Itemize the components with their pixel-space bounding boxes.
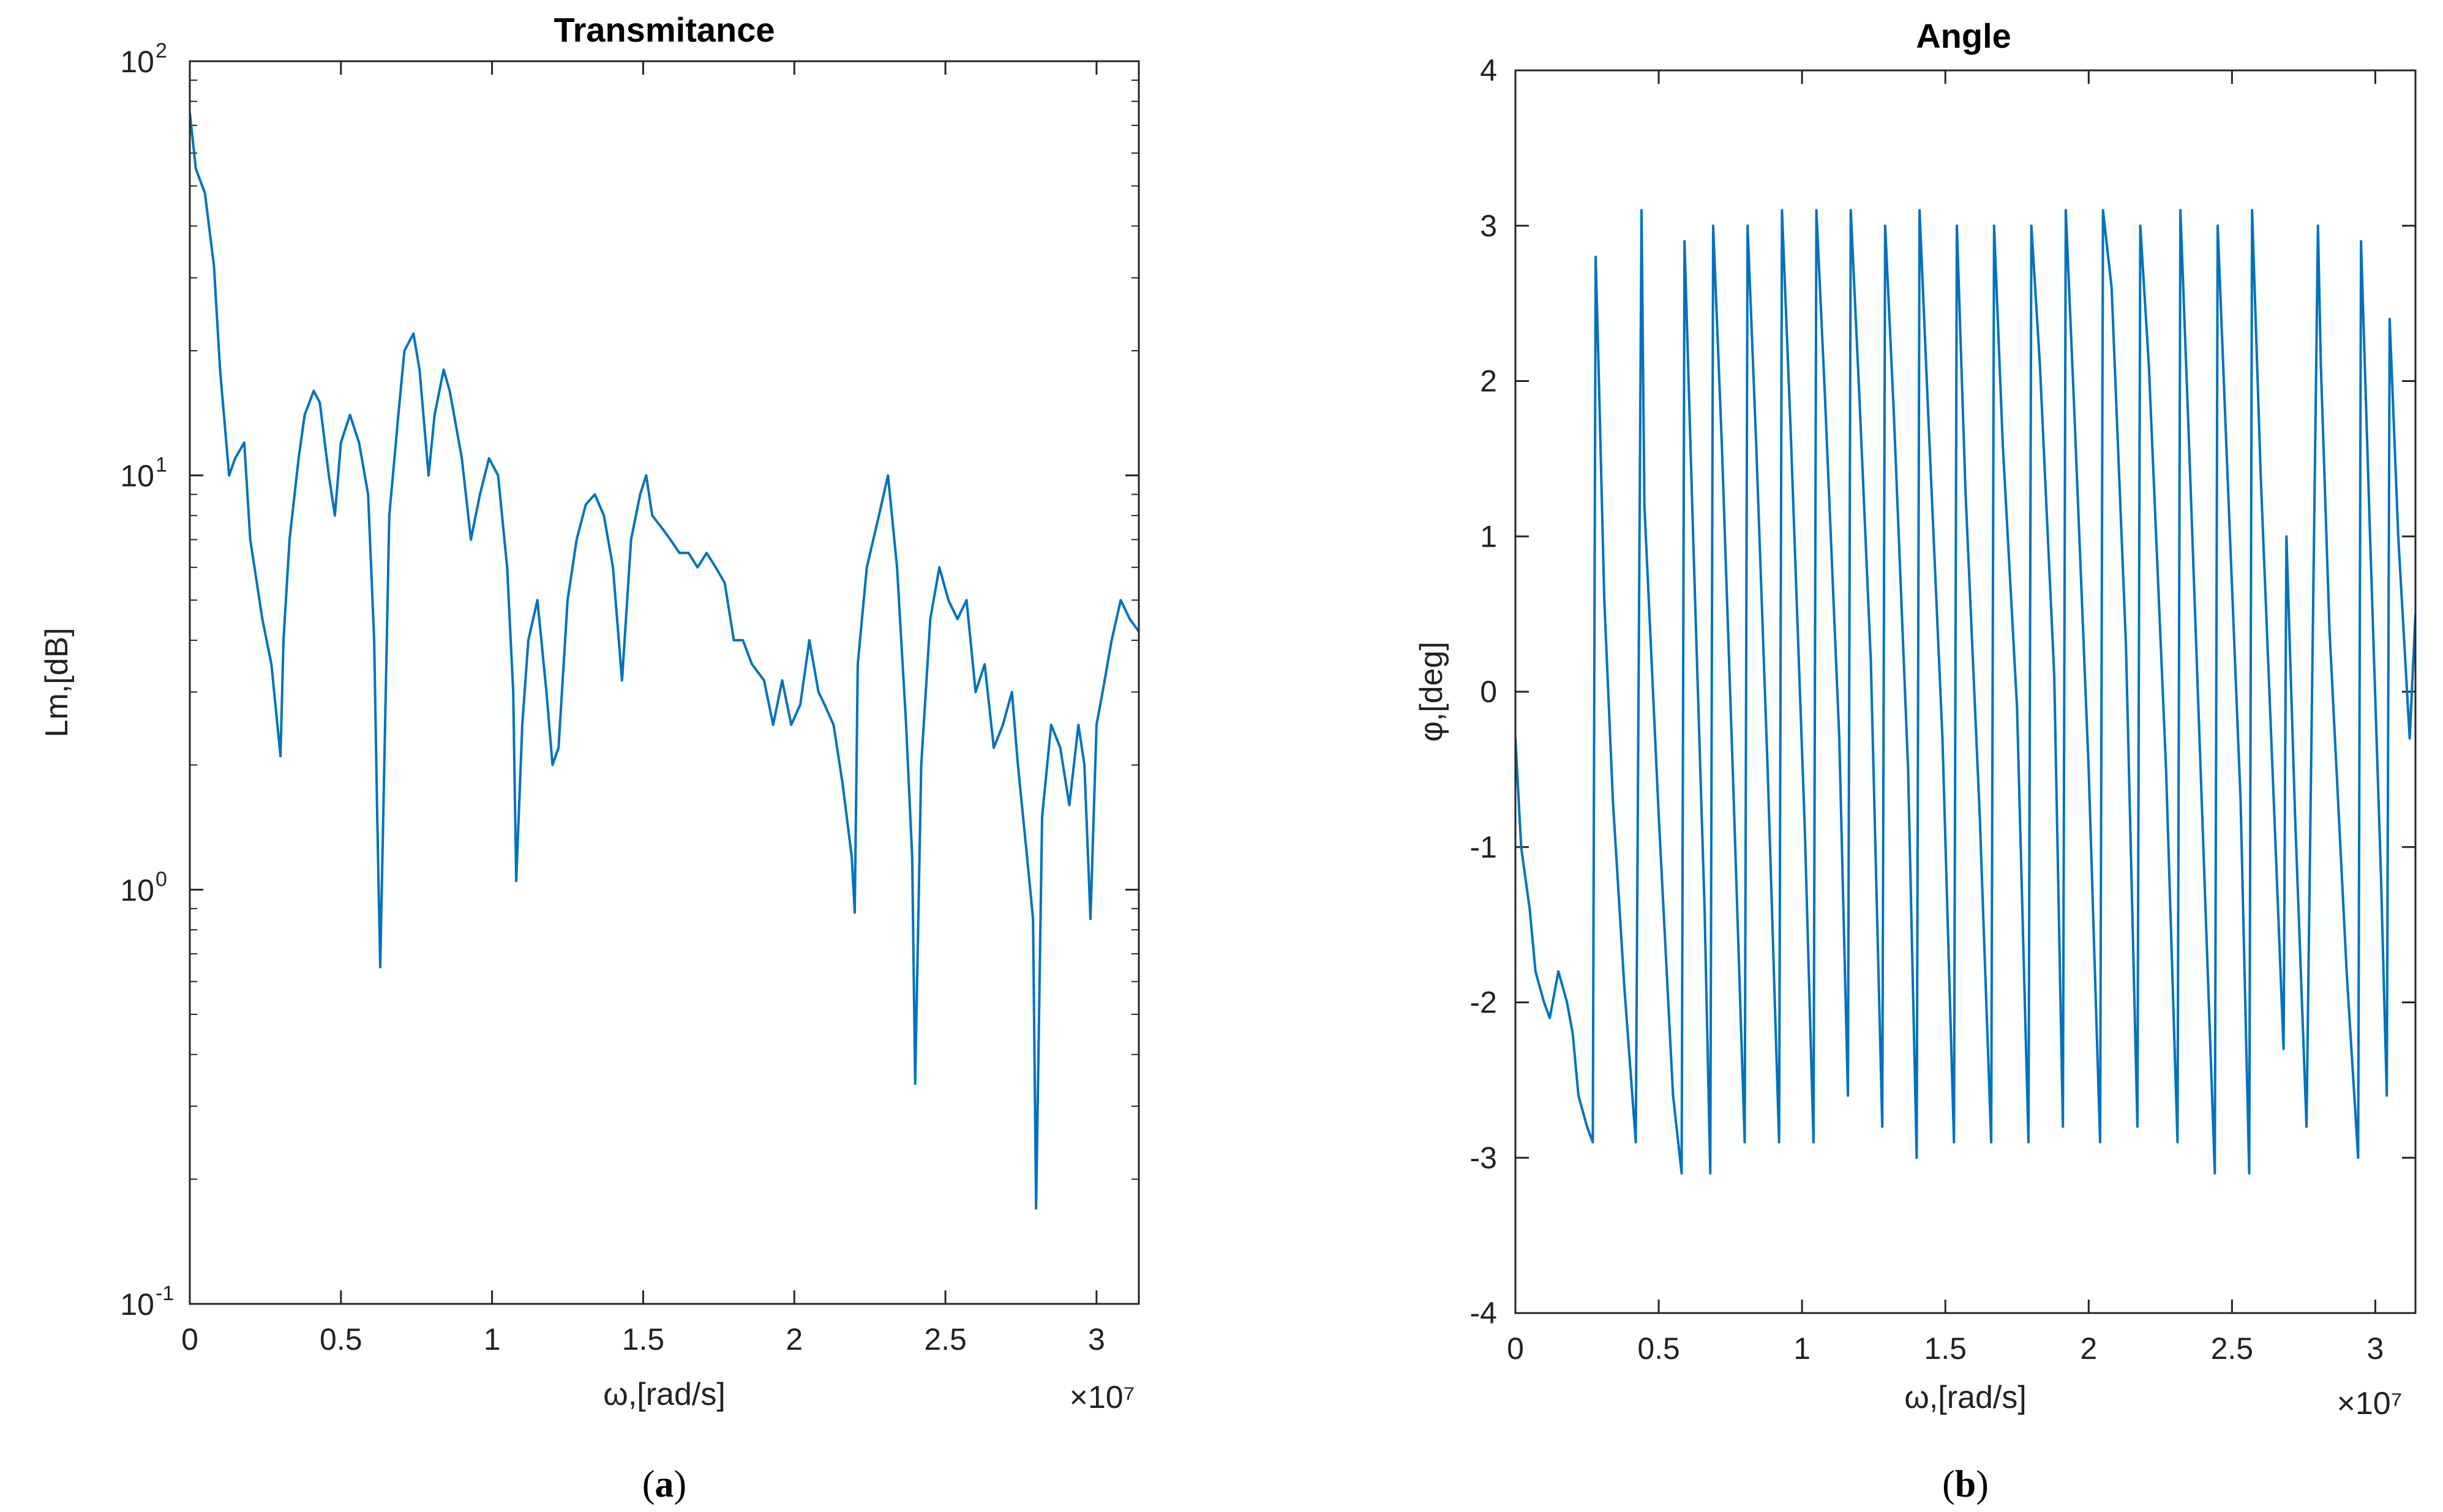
x-tick-label: 2 [786,1322,803,1357]
panel-b-x-label: ω,[rad/s] [1904,1380,2027,1415]
panel-b-x-tick-labels: 0 0.5 1 1.5 2 2.5 3 [1507,1331,2384,1366]
panel-a-caption: (a) [642,1464,686,1505]
y-tick-label: 4 [1480,53,1497,88]
panel-a-title: Transmitance [554,10,775,49]
panel-b-angle: Angle 0 0.5 1 1.5 2 2.5 3 -4 -3 -2 -1 0 1 2 3 4 ω,[rad… [1414,17,2417,1505]
panel-b-plot-area [1515,70,2415,1313]
panel-b-title: Angle [1916,17,2011,55]
x-tick-label: 3 [2367,1331,2384,1366]
y-tick-label: 1 [1480,519,1497,553]
panel-b-series [1515,209,2415,1175]
y-tick-label: 10 [120,459,154,493]
y-tick-label: 10 [120,873,154,907]
x-tick-label: 1.5 [1924,1331,1967,1366]
y-tick-label: -1 [1470,830,1497,864]
panel-a-x-multiplier: ×10⁷ [1069,1380,1135,1415]
series-line-φ [1515,209,2415,1175]
panel-b-y-label: φ,[deg] [1414,642,1449,742]
panel-b-axes-box [1514,69,2417,1314]
y-tick-label-exponent: 2 [156,39,167,62]
x-tick-label: 1 [484,1322,501,1357]
panel-a-axes-box [189,60,1140,1305]
x-tick-label: 3 [1088,1322,1105,1357]
panel-b-x-multiplier: ×10⁷ [2336,1386,2402,1421]
panel-a-y-label: Lm,[dB] [39,627,75,737]
x-tick-label: 1.5 [622,1322,665,1357]
panel-a-series [190,113,1139,1210]
y-tick-label: -4 [1470,1296,1497,1330]
series-line-Lm [190,113,1139,1210]
y-tick-label-exponent: 0 [156,867,167,891]
y-tick-label: -2 [1470,986,1497,1020]
x-tick-label: 0 [181,1322,198,1357]
x-tick-label: 0.5 [1637,1331,1680,1366]
y-tick-label: 10 [120,1287,154,1322]
x-tick-label: 2 [2080,1331,2097,1366]
panel-b-y-tick-labels: -4 -3 -2 -1 0 1 2 3 4 [1470,53,1497,1330]
y-tick-label-exponent: -1 [156,1282,174,1305]
panel-a-x-tick-labels: 0 0.5 1 1.5 2 2.5 3 [181,1322,1105,1357]
y-tick-label: 0 [1480,675,1497,709]
y-tick-label: -3 [1470,1140,1497,1175]
y-tick-label: 10 [120,45,154,79]
panel-b-caption: (b) [1942,1464,1989,1505]
x-tick-label: 0 [1507,1331,1524,1366]
y-tick-label: 2 [1480,364,1497,399]
x-tick-label: 2.5 [2211,1331,2254,1366]
x-tick-label: 2.5 [924,1322,967,1357]
x-tick-label: 0.5 [320,1322,362,1357]
y-tick-label: 3 [1480,209,1497,243]
panel-a-x-label: ω,[rad/s] [603,1377,726,1412]
y-tick-label-exponent: 1 [156,454,167,477]
panel-a-plot-area [190,61,1139,1304]
x-tick-label: 1 [1793,1331,1811,1366]
